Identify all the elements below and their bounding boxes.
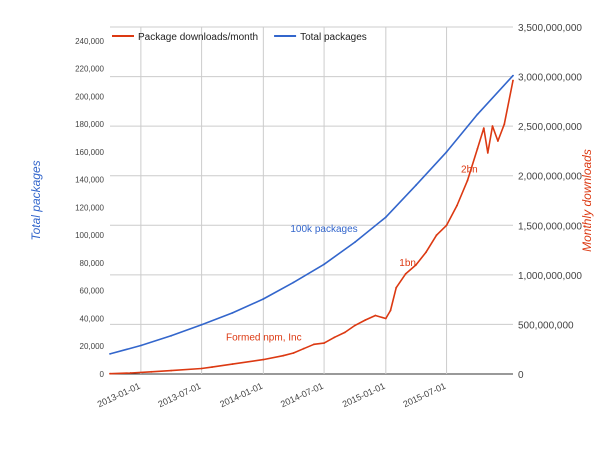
y-right-tick-label: 3,000,000,000: [518, 73, 582, 84]
y-right-tick-label: 2,000,000,000: [518, 172, 582, 183]
data-point: [476, 148, 479, 150]
x-tick-label: 2015-07-01: [401, 381, 447, 410]
data-point: [231, 312, 234, 314]
y-left-tick-label: 240,000: [75, 37, 104, 46]
data-point: [323, 263, 325, 266]
x-tick-label: 2013-07-01: [156, 381, 202, 410]
data-point: [170, 369, 173, 372]
y-left-tick-label: 140,000: [75, 176, 104, 185]
legend: Package downloads/month Total packages: [112, 32, 367, 43]
data-point: [445, 224, 448, 227]
data-point: [109, 372, 111, 375]
data-point: [384, 317, 387, 320]
data-point: [282, 354, 284, 357]
data-point: [512, 74, 514, 77]
annotation-100k-packages: 100k packages: [290, 224, 357, 235]
data-point: [302, 347, 305, 350]
data-point: [262, 298, 265, 300]
y-left-tick-label: 20,000: [80, 342, 105, 351]
data-point: [323, 342, 325, 344]
data-point: [425, 251, 427, 254]
data-point: [364, 319, 367, 321]
y-left-tick-label: 160,000: [75, 148, 104, 157]
y-right-axis-title: Monthly downloads: [580, 149, 594, 252]
y-right-tick-label: 2,500,000,000: [518, 122, 582, 133]
data-point: [415, 184, 417, 187]
data-point: [313, 343, 315, 346]
y-left-tick-label: 60,000: [80, 287, 105, 296]
data-point: [292, 281, 295, 284]
data-point: [486, 152, 489, 154]
data-point: [497, 140, 499, 142]
y-right-tick-label: 1,500,000,000: [518, 221, 582, 232]
data-point: [415, 264, 417, 266]
annotation-2bn: 2bn: [461, 165, 478, 176]
y-left-tick-label: 40,000: [80, 314, 105, 323]
data-point: [231, 363, 234, 365]
data-point: [435, 234, 438, 237]
y-left-tick-label: 80,000: [80, 259, 105, 268]
series-line-total-packages: [109, 75, 514, 355]
data-point: [476, 113, 479, 116]
legend-label: Total packages: [300, 32, 367, 43]
data-point: [150, 370, 153, 373]
annotation-1bn: 1bn: [399, 258, 416, 269]
x-tick-label: 2014-07-01: [279, 381, 325, 410]
grid: [110, 26, 513, 375]
x-tick-label: 2014-01-01: [218, 381, 264, 410]
y-right-tick-label: 0: [518, 370, 524, 381]
y-right-tick-label: 3,500,000,000: [518, 23, 582, 34]
data-point: [482, 127, 485, 129]
data-point: [466, 179, 469, 182]
legend-label: Package downloads/month: [138, 32, 258, 43]
data-point: [262, 358, 265, 361]
axes: 0 500,000,000 1,000,000,000 1,500,000,000 2,…: [29, 23, 594, 409]
data-point: [200, 323, 203, 326]
data-point: [512, 79, 514, 82]
y-left-tick-label: 100,000: [75, 231, 104, 240]
data-point: [140, 344, 142, 347]
data-point: [344, 331, 346, 334]
y-right-tick-label: 500,000,000: [518, 320, 574, 331]
data-point: [292, 352, 295, 354]
data-point: [129, 372, 132, 374]
data-point: [384, 216, 387, 219]
y-right-tick-label: 1,000,000,000: [518, 271, 582, 282]
data-point: [354, 324, 356, 327]
x-tick-label: 2015-01-01: [341, 381, 387, 410]
data-point: [333, 336, 336, 339]
series: [109, 74, 514, 375]
data-point: [200, 367, 203, 370]
data-point: [395, 286, 398, 289]
data-point: [491, 125, 494, 127]
y-left-tick-label: 120,000: [75, 203, 104, 212]
data-point: [109, 353, 111, 355]
y-left-tick-label: 180,000: [75, 120, 104, 129]
data-point: [404, 273, 407, 275]
data-point: [354, 241, 356, 244]
data-point: [456, 204, 458, 207]
y-left-tick-label: 200,000: [75, 92, 104, 101]
data-point: [503, 123, 506, 126]
data-point: [211, 366, 213, 368]
y-left-tick-label: 220,000: [75, 65, 104, 74]
data-point: [374, 314, 377, 317]
data-point: [170, 334, 173, 337]
x-tick-label: 2013-01-01: [96, 381, 142, 410]
annotations: Formed npm, Inc 100k packages 1bn 2bn: [226, 165, 478, 344]
data-point: [389, 309, 392, 312]
y-left-axis-title: Total packages: [29, 160, 43, 240]
y-left-tick-label: 0: [100, 370, 105, 379]
annotation-formed-npm-inc: Formed npm, Inc: [226, 333, 302, 344]
data-point: [445, 151, 448, 153]
